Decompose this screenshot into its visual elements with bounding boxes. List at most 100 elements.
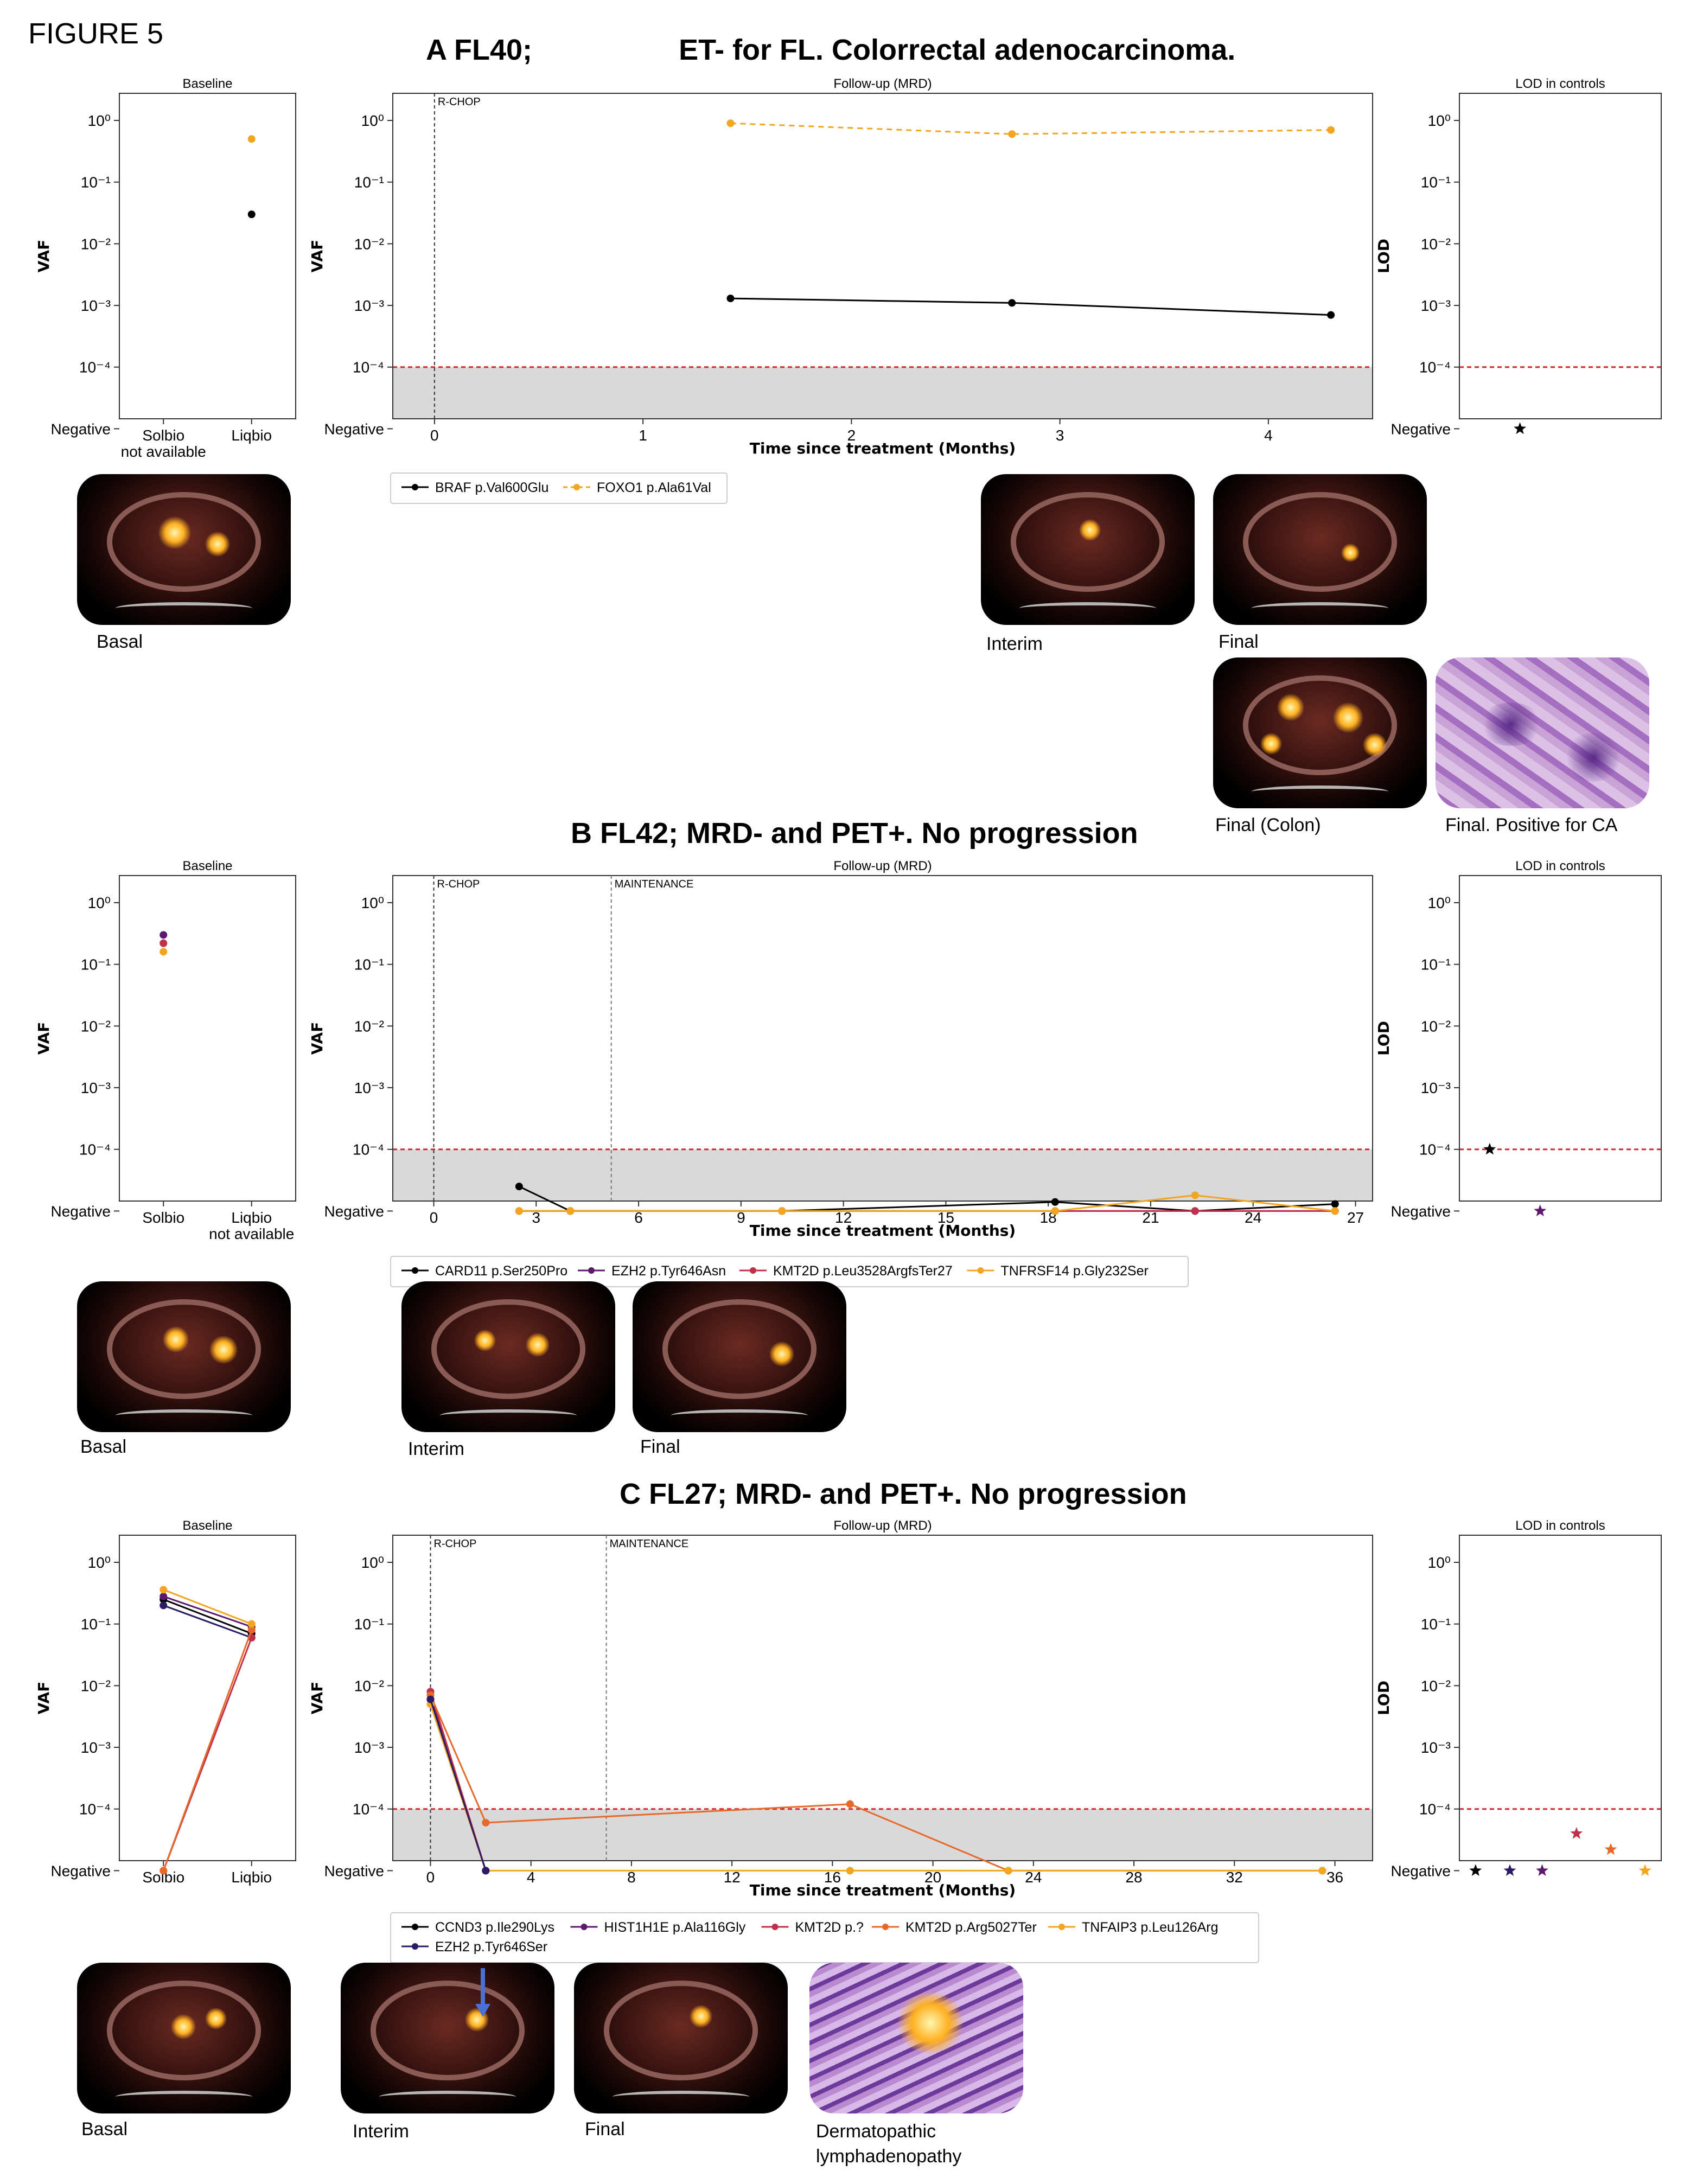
panel-a-legend-label: FOXO1 p.Ala61Val bbox=[597, 480, 711, 495]
panel-a-lod-ylabel: LOD bbox=[1375, 239, 1393, 273]
panel-b-lod-ytick-label: Negative bbox=[1390, 1203, 1451, 1219]
panel-b-baseline-category-label: Liqbio bbox=[231, 1209, 272, 1226]
panel-c-baseline-ytick-label: 10⁻¹ bbox=[81, 1616, 111, 1633]
pet-final-colon-a bbox=[1213, 657, 1427, 808]
panel-c-lod-star bbox=[1536, 1864, 1548, 1876]
panel-b-series-point bbox=[515, 1207, 523, 1215]
panel-c-followup-title: Follow-up (MRD) bbox=[833, 1518, 932, 1533]
caption-a-final-ca: Final. Positive for CA bbox=[1445, 815, 1618, 835]
panel-c-title: C FL27; MRD- and PET+. No progression bbox=[620, 1478, 1187, 1510]
panel-a-baseline-ytick-label: 10⁻⁴ bbox=[79, 359, 111, 376]
panel-a-baseline-ytick-label: 10⁻¹ bbox=[81, 174, 111, 191]
panel-c-xtick-label: 24 bbox=[1025, 1869, 1042, 1886]
panel-b-lod-ytick-label: 10⁻³ bbox=[1421, 1080, 1451, 1096]
panel-b-followup-ytick-label: Negative bbox=[324, 1203, 384, 1219]
caption-b-interim: Interim bbox=[408, 1439, 464, 1459]
panel-a-followup-ytick-label: 10⁻³ bbox=[354, 297, 384, 314]
panel-b-baseline-ylabel: VAF bbox=[35, 1022, 53, 1055]
pet-basal-b bbox=[77, 1281, 291, 1432]
caption-c-interim: Interim bbox=[353, 2121, 409, 2142]
panel-a-baseline-category-label: Liqbio bbox=[231, 427, 272, 444]
panel-c-xtick-label: 4 bbox=[527, 1869, 535, 1886]
panel-b-series-point bbox=[1331, 1207, 1339, 1215]
panel-a-series-point bbox=[726, 295, 735, 303]
panel-c-legend-marker bbox=[581, 1924, 588, 1930]
pet-final-c bbox=[574, 1963, 788, 2113]
panel-a-lod-ytick-label: 10⁻¹ bbox=[1421, 174, 1451, 191]
panel-c-treatment-label: MAINTENANCE bbox=[610, 1538, 689, 1550]
panel-c-lod-star bbox=[1570, 1827, 1583, 1839]
panel-c-series-point bbox=[846, 1800, 854, 1808]
panel-c-baseline-line bbox=[163, 1595, 252, 1628]
panel-b-group: Baseline 10⁰ 10⁻¹ 10⁻² 10⁻³ 10⁻⁴ Negative VAF So… bbox=[35, 859, 1662, 1287]
panel-c-baseline-point bbox=[160, 1867, 168, 1875]
panel-c-legend-label: EZH2 p.Tyr646Ser bbox=[435, 1939, 547, 1955]
panel-c-lod-star bbox=[1503, 1864, 1516, 1876]
panel-b-followup-ytick-label: 10⁻¹ bbox=[354, 956, 384, 973]
panel-b-baseline-point bbox=[160, 931, 168, 939]
panel-a-xtick-label: 2 bbox=[847, 427, 856, 444]
panel-b-legend-label: TNFRSF14 p.Gly232Ser bbox=[1001, 1263, 1149, 1279]
caption-a-final-colon: Final (Colon) bbox=[1215, 815, 1321, 835]
panel-a-lod-axes-frame bbox=[1459, 93, 1662, 419]
pet-interim-b bbox=[401, 1281, 615, 1432]
panel-a-followup-ytick-label: 10⁻² bbox=[354, 235, 384, 252]
panel-c-baseline-title: Baseline bbox=[182, 1518, 232, 1533]
caption-c-basal: Basal bbox=[81, 2119, 128, 2140]
panel-a-series-point bbox=[1327, 126, 1335, 134]
panel-a-treatment-label: R-CHOP bbox=[438, 96, 481, 108]
panel-c-baseline-point bbox=[160, 1601, 168, 1610]
panel-c-lod-ylabel: LOD bbox=[1375, 1681, 1393, 1715]
panel-c-followup-ytick-label: 10⁻¹ bbox=[354, 1616, 384, 1633]
panel-c-legend-label: CCND3 p.Ile290Lys bbox=[435, 1920, 554, 1935]
panel-a-legend-marker bbox=[412, 484, 418, 490]
panel-a-baseline-ytick-label: 10⁻² bbox=[81, 235, 111, 252]
panel-a-baseline-ytick-label: 10⁰ bbox=[88, 112, 111, 129]
panel-c-baseline-ylabel: VAF bbox=[35, 1682, 53, 1715]
panel-c-baseline-point bbox=[160, 1592, 168, 1600]
panel-a-baseline-point bbox=[247, 135, 256, 143]
panel-c-baseline-line bbox=[163, 1599, 252, 1634]
panel-c-treatment-label: R-CHOP bbox=[433, 1538, 476, 1550]
caption-b-basal: Basal bbox=[80, 1436, 127, 1457]
panel-b-baseline-ytick-label: Negative bbox=[50, 1203, 111, 1219]
panel-b-treatment-label: MAINTENANCE bbox=[615, 878, 694, 890]
panel-a-baseline-point bbox=[247, 210, 256, 219]
panel-c-legend-label: KMT2D p.? bbox=[795, 1920, 864, 1935]
caption-c-derma2: lymphadenopathy bbox=[816, 2146, 962, 2167]
panel-c-legend-label: KMT2D p.Arg5027Ter bbox=[905, 1920, 1037, 1935]
panel-b-legend-marker bbox=[977, 1267, 984, 1274]
panel-b-baseline-point bbox=[160, 939, 168, 947]
caption-a-final: Final bbox=[1219, 631, 1259, 652]
panel-a-followup-title: Follow-up (MRD) bbox=[833, 76, 932, 91]
pet-final-b bbox=[633, 1281, 846, 1432]
panel-b-baseline-ytick-label: 10⁰ bbox=[88, 895, 111, 911]
panel-c-followup-ytick-label: 10⁻³ bbox=[354, 1739, 384, 1756]
panel-a-lod-ytick-label: Negative bbox=[1390, 420, 1451, 437]
panel-c-baseline-point bbox=[247, 1626, 256, 1634]
caption-c-final: Final bbox=[585, 2119, 625, 2140]
caption-a-basal: Basal bbox=[97, 631, 143, 652]
panel-c-series-point bbox=[482, 1818, 490, 1827]
panel-b-followup-title: Follow-up (MRD) bbox=[833, 859, 932, 873]
panel-b-lod-star bbox=[1534, 1204, 1547, 1217]
panel-b-treatment-label: R-CHOP bbox=[437, 878, 480, 890]
panel-a-baseline-axes-frame bbox=[119, 93, 296, 419]
panel-a-lod-star bbox=[1514, 422, 1526, 435]
panel-c-followup-ylabel: VAF bbox=[308, 1682, 326, 1715]
panel-a-xtick-label: 1 bbox=[639, 427, 647, 444]
panel-b-series-point bbox=[1191, 1207, 1199, 1215]
panel-c-xtick-label: 32 bbox=[1226, 1869, 1243, 1886]
panel-c-legend-marker bbox=[882, 1924, 889, 1930]
panel-c-followup-ytick-label: 10⁰ bbox=[361, 1554, 384, 1571]
panel-c-legend-marker bbox=[1058, 1924, 1065, 1930]
panel-b-xtick-label: 21 bbox=[1142, 1209, 1159, 1226]
panel-c-lod-ytick-label: 10⁰ bbox=[1428, 1554, 1451, 1571]
panel-c-baseline-point bbox=[160, 1586, 168, 1594]
panel-b-xtick-label: 12 bbox=[835, 1209, 852, 1226]
panel-c-lod-ytick-label: 10⁻³ bbox=[1421, 1739, 1451, 1756]
panel-b-lod-ylabel: LOD bbox=[1375, 1021, 1393, 1056]
panel-b-baseline-ytick-label: 10⁻³ bbox=[81, 1080, 111, 1096]
panel-c-legend bbox=[390, 1912, 1259, 1963]
panel-a-followup-neg-shade bbox=[393, 367, 1373, 419]
